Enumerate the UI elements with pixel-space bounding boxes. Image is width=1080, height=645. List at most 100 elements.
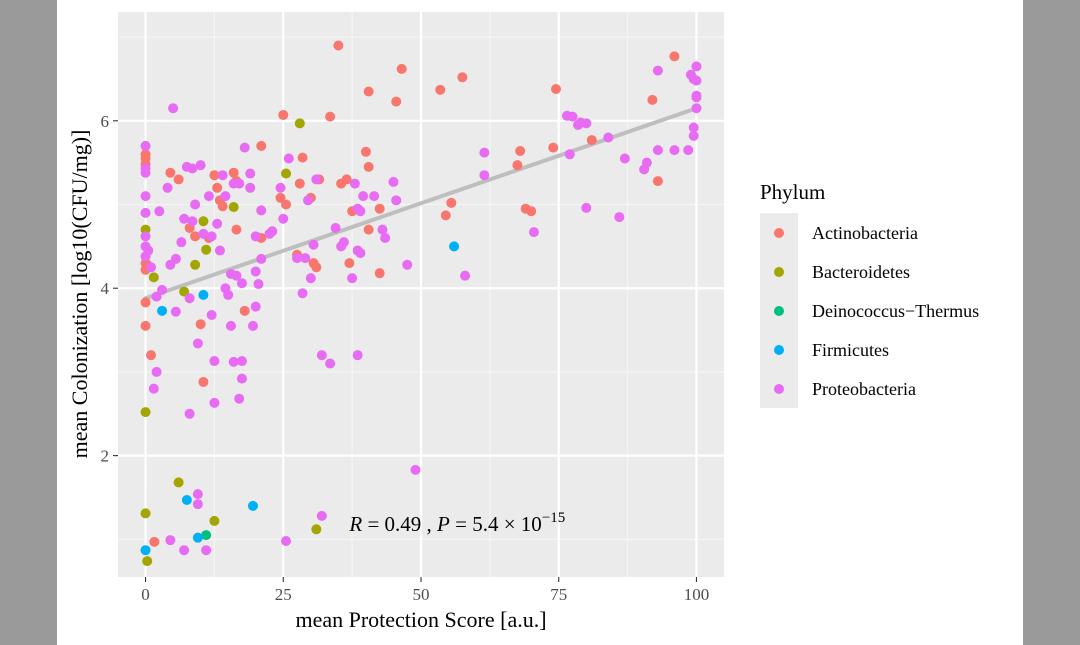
point-proteobacteria (157, 284, 168, 295)
point-proteobacteria (168, 103, 179, 114)
point-proteobacteria (297, 288, 308, 299)
point-actinobacteria (435, 84, 446, 95)
point-proteobacteria (179, 545, 190, 556)
point-bacteroidetes (198, 216, 209, 227)
point-proteobacteria (184, 408, 195, 419)
point-proteobacteria (338, 237, 349, 248)
annot-p-text: = 5.4 × 10 (450, 512, 542, 536)
point-proteobacteria (330, 222, 341, 233)
point-proteobacteria (148, 383, 159, 394)
point-proteobacteria (154, 206, 165, 217)
point-firmicutes (192, 532, 203, 543)
point-proteobacteria (231, 270, 242, 281)
point-actinobacteria (586, 135, 597, 146)
point-proteobacteria (165, 535, 176, 546)
annot-p-label: P (436, 512, 450, 536)
stats-annotation-text: R = 0.49 , P = 5.4 × 10−15 (348, 510, 565, 536)
point-bacteroidetes (148, 272, 159, 283)
point-actinobacteria (396, 63, 407, 74)
point-proteobacteria (528, 227, 539, 238)
point-proteobacteria (256, 205, 267, 216)
y-tick-label: 6 (101, 112, 110, 131)
point-actinobacteria (165, 167, 176, 178)
y-tick-label: 2 (101, 447, 110, 466)
point-deinococcus-thermus (201, 530, 212, 541)
annot-p-exponent: −15 (542, 510, 565, 526)
data-points (140, 40, 702, 567)
point-proteobacteria (669, 145, 680, 156)
point-proteobacteria (201, 545, 212, 556)
point-firmicutes (140, 545, 151, 556)
point-proteobacteria (347, 273, 358, 284)
point-proteobacteria (358, 191, 369, 202)
point-proteobacteria (209, 397, 220, 408)
point-actinobacteria (311, 262, 322, 273)
point-actinobacteria (217, 201, 228, 212)
annot-r-text: = 0.49 , (362, 512, 437, 536)
legend: Phylum Actinobacteria Bacteroidetes Deinoc… (760, 180, 979, 408)
legend-key-actinobacteria (774, 228, 784, 238)
point-actinobacteria (281, 199, 292, 210)
point-proteobacteria (192, 489, 203, 500)
point-actinobacteria (440, 210, 451, 221)
point-actinobacteria (446, 197, 457, 208)
point-proteobacteria (225, 320, 236, 331)
point-actinobacteria (333, 40, 344, 51)
point-proteobacteria (162, 182, 173, 193)
point-proteobacteria (245, 168, 256, 179)
point-proteobacteria (303, 195, 314, 206)
point-proteobacteria (325, 358, 336, 369)
point-proteobacteria (688, 130, 699, 141)
point-actinobacteria (526, 206, 537, 217)
point-bacteroidetes (140, 508, 151, 519)
point-actinobacteria (363, 161, 374, 172)
point-proteobacteria (234, 393, 245, 404)
point-proteobacteria (146, 262, 157, 273)
point-proteobacteria (619, 153, 630, 164)
point-bacteroidetes (201, 244, 212, 255)
point-actinobacteria (344, 258, 355, 269)
point-actinobacteria (512, 160, 523, 171)
point-actinobacteria (363, 224, 374, 235)
point-actinobacteria (173, 174, 184, 185)
point-proteobacteria (190, 199, 201, 210)
y-tick-label: 4 (101, 279, 110, 298)
point-proteobacteria (170, 306, 181, 317)
point-proteobacteria (206, 231, 217, 242)
point-proteobacteria (410, 464, 421, 475)
legend-label-deinococcus-thermus: Deinococcus−Thermus (812, 301, 979, 321)
point-actinobacteria (140, 320, 151, 331)
x-tick-label: 0 (141, 585, 150, 604)
point-actinobacteria (278, 109, 289, 120)
point-actinobacteria (374, 268, 385, 279)
legend-key-firmicutes (774, 345, 784, 355)
point-proteobacteria (316, 510, 327, 521)
point-actinobacteria (140, 297, 151, 308)
point-bacteroidetes (179, 286, 190, 297)
x-tick-label: 75 (550, 585, 567, 604)
point-proteobacteria (250, 301, 261, 312)
point-actinobacteria (212, 182, 223, 193)
point-actinobacteria (209, 170, 220, 181)
x-tick-label: 100 (684, 585, 710, 604)
point-proteobacteria (253, 279, 264, 290)
point-proteobacteria (275, 182, 286, 193)
point-proteobacteria (691, 103, 702, 114)
point-proteobacteria (581, 118, 592, 129)
point-proteobacteria (250, 266, 261, 277)
y-axis-ticks: 2 4 6 (101, 112, 118, 466)
point-proteobacteria (220, 191, 231, 202)
point-bacteroidetes (294, 118, 305, 129)
point-proteobacteria (140, 140, 151, 151)
point-actinobacteria (325, 111, 336, 122)
legend-label-proteobacteria: Proteobacteria (812, 379, 916, 399)
point-proteobacteria (352, 350, 363, 361)
point-proteobacteria (228, 356, 239, 367)
point-proteobacteria (278, 213, 289, 224)
point-firmicutes (247, 500, 258, 511)
point-bacteroidetes (142, 556, 153, 567)
point-actinobacteria (275, 192, 286, 203)
point-actinobacteria (550, 84, 561, 95)
point-actinobacteria (341, 174, 352, 185)
legend-key-deinococcus-thermus (774, 306, 784, 316)
